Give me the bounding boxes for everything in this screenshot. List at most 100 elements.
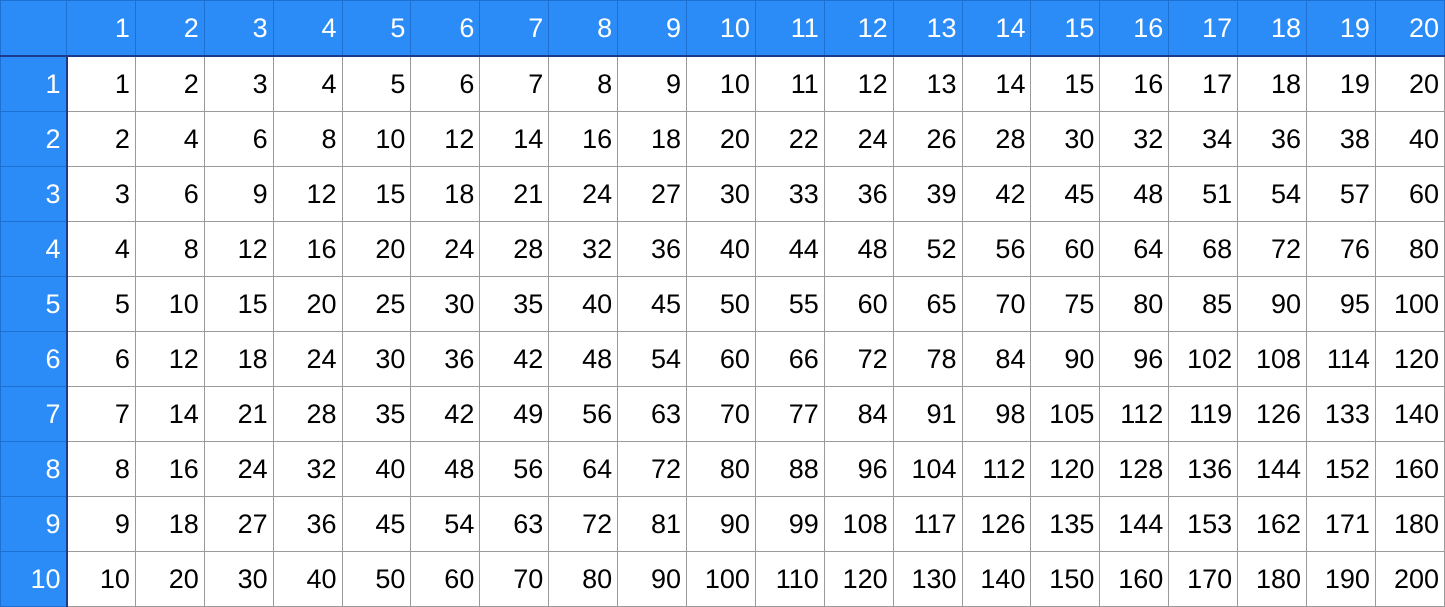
table-cell: 4 — [134, 111, 205, 167]
table-cell: 36 — [823, 166, 894, 222]
table-cell: 90 — [1237, 276, 1308, 332]
table-cell: 80 — [548, 551, 619, 607]
table-cell: 6 — [134, 166, 205, 222]
table-cell: 5 — [66, 276, 136, 332]
table-cell: 63 — [479, 496, 550, 552]
table-cell: 180 — [1237, 551, 1308, 607]
row-header: 4 — [0, 221, 68, 277]
row-header: 5 — [0, 276, 68, 332]
table-cell: 133 — [1306, 386, 1376, 442]
table-cell: 11 — [754, 55, 825, 112]
table-cell: 104 — [892, 441, 963, 497]
table-cell: 12 — [410, 111, 481, 167]
table-cell: 40 — [272, 551, 343, 607]
table-cell: 10 — [686, 55, 756, 112]
table-cell: 20 — [1374, 55, 1445, 112]
row-header: 7 — [0, 386, 68, 442]
table-cell: 48 — [410, 441, 481, 497]
table-row: 9 9 18 27 36 45 54 63 72 81 90 99 108 117 126 135 144 153… — [0, 496, 1445, 552]
table-cell: 18 — [1237, 55, 1308, 112]
table-cell: 112 — [961, 441, 1032, 497]
table-cell: 27 — [617, 166, 688, 222]
table-cell: 36 — [272, 496, 343, 552]
table-cell: 17 — [1168, 55, 1239, 112]
table-cell: 18 — [203, 331, 274, 387]
table-cell: 90 — [1030, 331, 1101, 387]
table-body: 1 1 2 3 4 5 6 7 8 9 10 11 12 13 14 15 16 17 18 19 20 2 2 4 6 8 10 1… — [0, 55, 1445, 607]
table-cell: 12 — [203, 221, 274, 277]
table-cell: 16 — [1099, 55, 1170, 112]
table-cell: 50 — [341, 551, 412, 607]
table-cell: 19 — [1306, 55, 1376, 112]
table-cell: 70 — [961, 276, 1032, 332]
table-cell: 72 — [548, 496, 619, 552]
table-cell: 3 — [203, 55, 274, 112]
table-cell: 14 — [961, 55, 1032, 112]
table-cell: 128 — [1099, 441, 1170, 497]
table-cell: 72 — [617, 441, 688, 497]
table-cell: 66 — [754, 331, 825, 387]
table-cell: 16 — [272, 221, 343, 277]
table-cell: 4 — [272, 55, 343, 112]
table-cell: 84 — [961, 331, 1032, 387]
table-cell: 18 — [617, 111, 688, 167]
table-cell: 20 — [686, 111, 756, 167]
table-cell: 24 — [203, 441, 274, 497]
table-cell: 8 — [66, 441, 136, 497]
table-cell: 75 — [1030, 276, 1101, 332]
table-cell: 144 — [1099, 496, 1170, 552]
table-cell: 24 — [272, 331, 343, 387]
table-cell: 10 — [341, 111, 412, 167]
table-cell: 126 — [1237, 386, 1308, 442]
table-cell: 15 — [341, 166, 412, 222]
table-cell: 110 — [754, 551, 825, 607]
table-cell: 12 — [134, 331, 205, 387]
table-cell: 60 — [686, 331, 756, 387]
table-cell: 42 — [479, 331, 550, 387]
table-cell: 9 — [66, 496, 136, 552]
table-cell: 100 — [686, 551, 756, 607]
table-cell: 39 — [892, 166, 963, 222]
table-cell: 18 — [134, 496, 205, 552]
table-cell: 162 — [1237, 496, 1308, 552]
table-cell: 54 — [617, 331, 688, 387]
table-row: 7 7 14 21 28 35 42 49 56 63 70 77 84 91 98 105 112 119 126… — [0, 386, 1445, 442]
table-cell: 10 — [66, 551, 136, 607]
table-cell: 120 — [1374, 331, 1445, 387]
table-cell: 77 — [754, 386, 825, 442]
table-cell: 120 — [823, 551, 894, 607]
table-cell: 60 — [1374, 166, 1445, 222]
header-row: 1 2 3 4 5 6 7 8 9 10 11 12 13 14 15 16 17 18 19 20 — [0, 0, 1445, 57]
corner-cell — [0, 0, 67, 57]
table-cell: 30 — [410, 276, 481, 332]
table-cell: 126 — [961, 496, 1032, 552]
table-cell: 15 — [203, 276, 274, 332]
table-cell: 152 — [1306, 441, 1376, 497]
table-row: 5 5 10 15 20 25 30 35 40 45 50 55 60 65 70 75 80 85 90 95 10… — [0, 276, 1445, 332]
table-cell: 54 — [1237, 166, 1308, 222]
table-cell: 35 — [479, 276, 550, 332]
table-cell: 144 — [1237, 441, 1308, 497]
table-cell: 70 — [479, 551, 550, 607]
column-header: 15 — [1030, 0, 1101, 57]
table-cell: 52 — [892, 221, 963, 277]
table-cell: 130 — [892, 551, 963, 607]
table-cell: 32 — [1099, 111, 1170, 167]
table-cell: 80 — [1374, 221, 1445, 277]
table-cell: 15 — [1030, 55, 1101, 112]
table-cell: 7 — [66, 386, 136, 442]
column-header: 14 — [961, 0, 1032, 57]
table-cell: 3 — [66, 166, 136, 222]
table-cell: 96 — [1099, 331, 1170, 387]
table-cell: 105 — [1030, 386, 1101, 442]
table-cell: 170 — [1168, 551, 1239, 607]
table-cell: 24 — [548, 166, 619, 222]
table-cell: 13 — [892, 55, 963, 112]
table-cell: 24 — [410, 221, 481, 277]
column-header: 8 — [548, 0, 619, 57]
table-cell: 48 — [548, 331, 619, 387]
table-cell: 91 — [892, 386, 963, 442]
table-cell: 24 — [823, 111, 894, 167]
table-cell: 171 — [1306, 496, 1376, 552]
